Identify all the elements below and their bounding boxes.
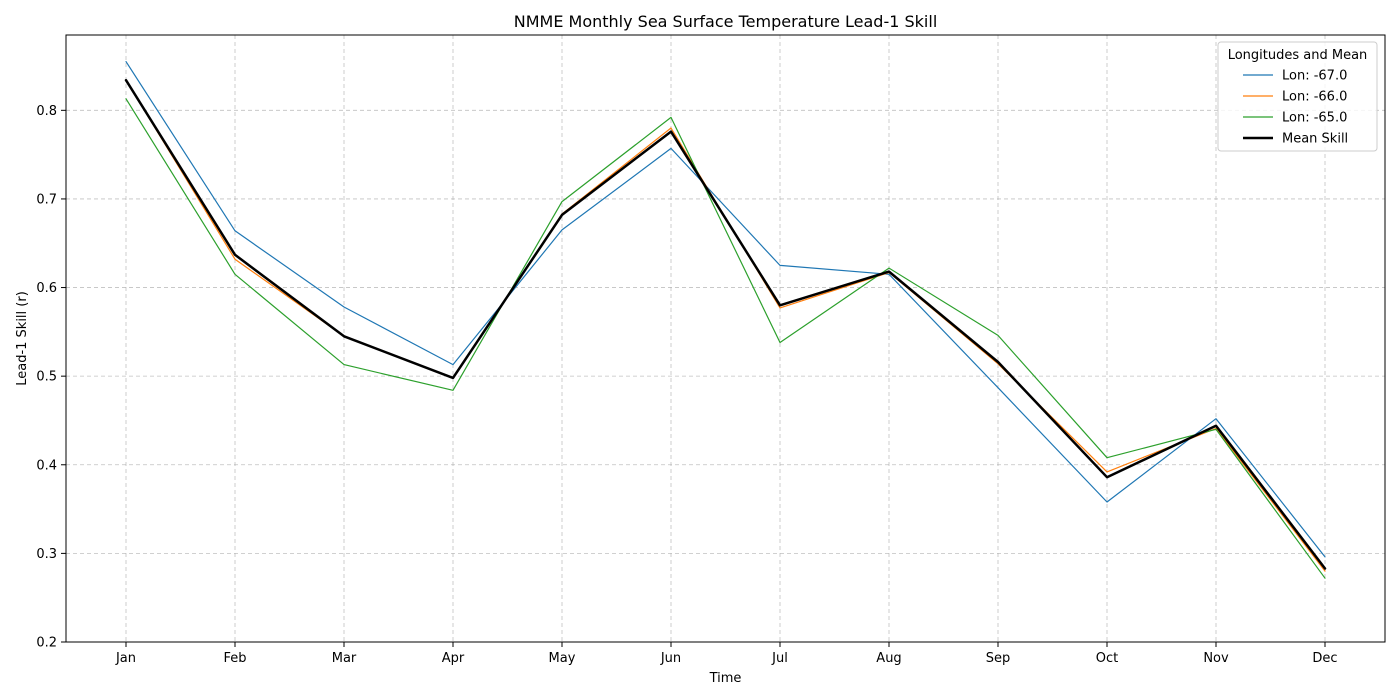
legend-label: Mean Skill [1282, 132, 1348, 147]
x-tick-label: Jul [771, 651, 788, 666]
legend-label: Lon: -67.0 [1282, 69, 1347, 84]
x-tick-label: Jan [115, 651, 136, 666]
series-lines [124, 60, 1327, 579]
x-axis: Jan Feb Mar Apr May Jun Jul Aug Sep Oct Nov Dec [115, 642, 1338, 666]
legend-label: Lon: -65.0 [1282, 111, 1347, 126]
x-tick-label: Aug [876, 651, 901, 666]
x-tick-label: Dec [1312, 651, 1337, 666]
y-tick-label: 0.2 [36, 636, 57, 651]
x-tick-label: Oct [1096, 651, 1118, 666]
y-tick-label: 0.5 [36, 370, 57, 385]
plot-area-frame [65, 34, 1386, 643]
y-tick-label: 0.6 [36, 281, 57, 296]
x-axis-title: Time [709, 671, 742, 686]
y-tick-label: 0.7 [36, 192, 57, 207]
series-line-lon-66-0 [125, 79, 1326, 572]
x-tick-label: Jun [660, 651, 681, 666]
y-tick-label: 0.4 [36, 458, 57, 473]
legend-title: Longitudes and Mean [1228, 48, 1368, 63]
x-tick-label: Sep [986, 651, 1011, 666]
y-tick-label: 0.3 [36, 547, 57, 562]
y-axis-title: Lead-1 Skill (r) [15, 291, 30, 386]
chart-title: NMME Monthly Sea Surface Temperature Lea… [514, 12, 938, 31]
x-tick-label: Mar [332, 651, 357, 666]
grid [66, 35, 1385, 643]
series-line-lon-67-0 [125, 60, 1326, 558]
x-tick-label: Feb [223, 651, 246, 666]
y-tick-label: 0.8 [36, 104, 57, 119]
x-tick-label: Apr [442, 651, 465, 666]
y-axis: 0.2 0.3 0.4 0.5 0.6 0.7 0.8 [36, 104, 66, 651]
legend: Longitudes and Mean Lon: -67.0 Lon: -66.0… [1217, 41, 1378, 152]
series-line-lon-65-0 [125, 98, 1326, 579]
x-tick-label: Nov [1203, 651, 1229, 666]
legend-box [1217, 41, 1378, 152]
legend-label: Lon: -66.0 [1282, 90, 1347, 105]
x-tick-label: May [549, 651, 576, 666]
series-line-mean-skill [124, 78, 1327, 570]
